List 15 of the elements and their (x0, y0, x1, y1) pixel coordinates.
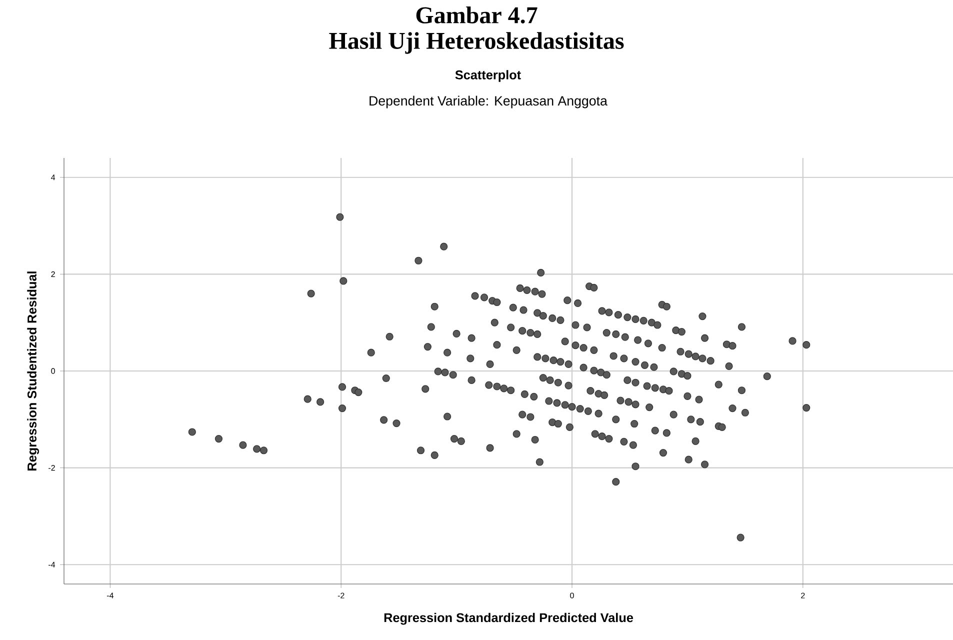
x-tick-label: 0 (570, 592, 574, 598)
x-tick-label: -4 (106, 592, 114, 598)
y-tick-label: -2 (48, 465, 55, 471)
x-tick-label: 2 (801, 592, 805, 598)
y-tick-label: 0 (51, 368, 55, 374)
y-tick-label: 2 (51, 271, 55, 277)
x-axis-title: Regression Standardized Predicted Value (384, 612, 634, 625)
chart-title: Scatterplot (455, 70, 521, 82)
text: Hasil Uji Heteroskedastisitas (329, 32, 624, 54)
x-tick-label: -2 (338, 592, 344, 598)
y-tick-label: -4 (48, 562, 56, 568)
y-axis-title: Regression Studentized Residual (27, 272, 40, 470)
y-tick-label: 4 (51, 174, 56, 180)
text: Gambar 4.7 (416, 6, 538, 24)
chart-subtitle: Dependent Variable: Kepuasan Anggota (370, 96, 608, 108)
